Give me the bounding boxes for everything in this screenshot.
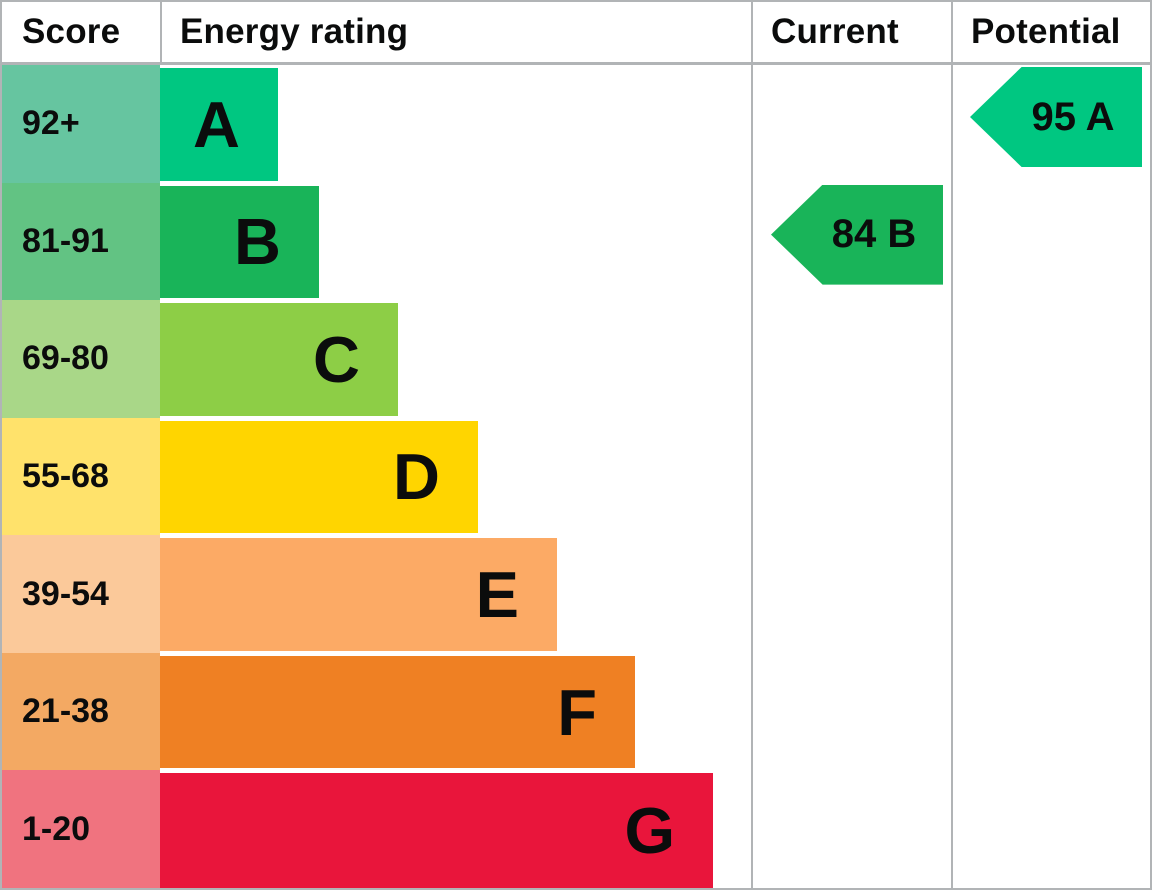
score-range-label: 39-54 xyxy=(22,574,109,613)
current-cell xyxy=(751,652,951,771)
header-row: Score Energy rating Current Potential xyxy=(2,2,1150,65)
rating-letter: G xyxy=(624,794,675,868)
rating-bar: G xyxy=(160,773,713,888)
rating-letter: F xyxy=(557,675,597,749)
potential-rating-arrow: 95 A xyxy=(970,67,1142,167)
header-score: Score xyxy=(2,2,160,62)
score-range-label: 55-68 xyxy=(22,456,109,495)
band-row: 21-38 F xyxy=(2,652,1150,771)
rating-bar: A xyxy=(160,68,278,181)
header-potential-label: Potential xyxy=(971,12,1121,51)
band-row: 81-91 B 84 B xyxy=(2,182,1150,301)
band-rows: 92+ A 95 A 81-91 B 84 B 69-80 C xyxy=(2,65,1150,888)
score-cell: 1-20 xyxy=(2,770,160,888)
band-row: 39-54 E xyxy=(2,535,1150,653)
score-cell: 92+ xyxy=(2,65,160,183)
rating-bar: D xyxy=(160,420,478,534)
current-cell xyxy=(751,770,951,888)
score-range-label: 21-38 xyxy=(22,692,109,731)
rating-bar: E xyxy=(160,538,557,651)
potential-cell xyxy=(951,535,1150,653)
current-cell: 84 B xyxy=(751,182,951,301)
potential-cell xyxy=(951,300,1150,418)
score-cell: 81-91 xyxy=(2,182,160,301)
rating-letter: C xyxy=(313,322,360,396)
score-range-label: 81-91 xyxy=(22,221,109,260)
rating-bar-cell: C xyxy=(160,300,751,418)
current-cell xyxy=(751,535,951,653)
score-cell: 39-54 xyxy=(2,535,160,653)
potential-cell xyxy=(951,770,1150,888)
rating-bar: B xyxy=(160,185,319,299)
current-rating-arrow: 84 B xyxy=(771,184,943,285)
rating-letter: D xyxy=(393,440,440,514)
band-row: 92+ A 95 A xyxy=(2,65,1150,183)
rating-letter: E xyxy=(475,558,519,632)
rating-bar-cell: F xyxy=(160,652,751,771)
header-current-label: Current xyxy=(771,12,899,51)
score-cell: 55-68 xyxy=(2,417,160,536)
header-current: Current xyxy=(751,2,951,62)
band-row: 69-80 C xyxy=(2,300,1150,418)
rating-letter: A xyxy=(193,87,240,161)
rating-bar-cell: A xyxy=(160,65,751,183)
rating-bar-cell: D xyxy=(160,417,751,536)
rating-bar: F xyxy=(160,655,635,769)
current-cell xyxy=(751,417,951,536)
potential-cell xyxy=(951,182,1150,301)
header-energy-rating: Energy rating xyxy=(160,2,751,62)
potential-cell xyxy=(951,417,1150,536)
band-row: 1-20 G xyxy=(2,770,1150,888)
header-potential: Potential xyxy=(951,2,1150,62)
score-cell: 21-38 xyxy=(2,652,160,771)
rating-bar-cell: E xyxy=(160,535,751,653)
score-range-label: 1-20 xyxy=(22,809,91,848)
band-row: 55-68 D xyxy=(2,417,1150,536)
score-range-label: 69-80 xyxy=(22,339,109,378)
current-cell xyxy=(751,300,951,418)
current-cell xyxy=(751,65,951,183)
rating-bar: C xyxy=(160,303,398,416)
score-range-label: 92+ xyxy=(22,104,80,143)
potential-cell: 95 A xyxy=(951,65,1150,183)
potential-cell xyxy=(951,652,1150,771)
header-energy-rating-label: Energy rating xyxy=(180,12,409,51)
rating-bar-cell: B xyxy=(160,182,751,301)
rating-letter: B xyxy=(234,205,281,279)
header-score-label: Score xyxy=(22,12,121,51)
rating-bar-cell: G xyxy=(160,770,751,888)
score-cell: 69-80 xyxy=(2,300,160,418)
